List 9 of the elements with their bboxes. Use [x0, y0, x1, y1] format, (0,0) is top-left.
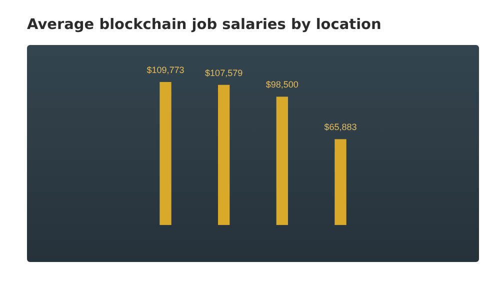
chart-title: Average blockchain job salaries by location	[27, 17, 382, 33]
data-label: $65,883	[324, 122, 357, 132]
bar	[218, 84, 230, 225]
bar	[276, 96, 288, 225]
data-label: $109,773	[146, 65, 184, 75]
data-label: $98,500	[266, 80, 298, 90]
bar	[160, 82, 172, 225]
bar	[334, 139, 346, 225]
data-label: $107,579	[205, 68, 243, 78]
